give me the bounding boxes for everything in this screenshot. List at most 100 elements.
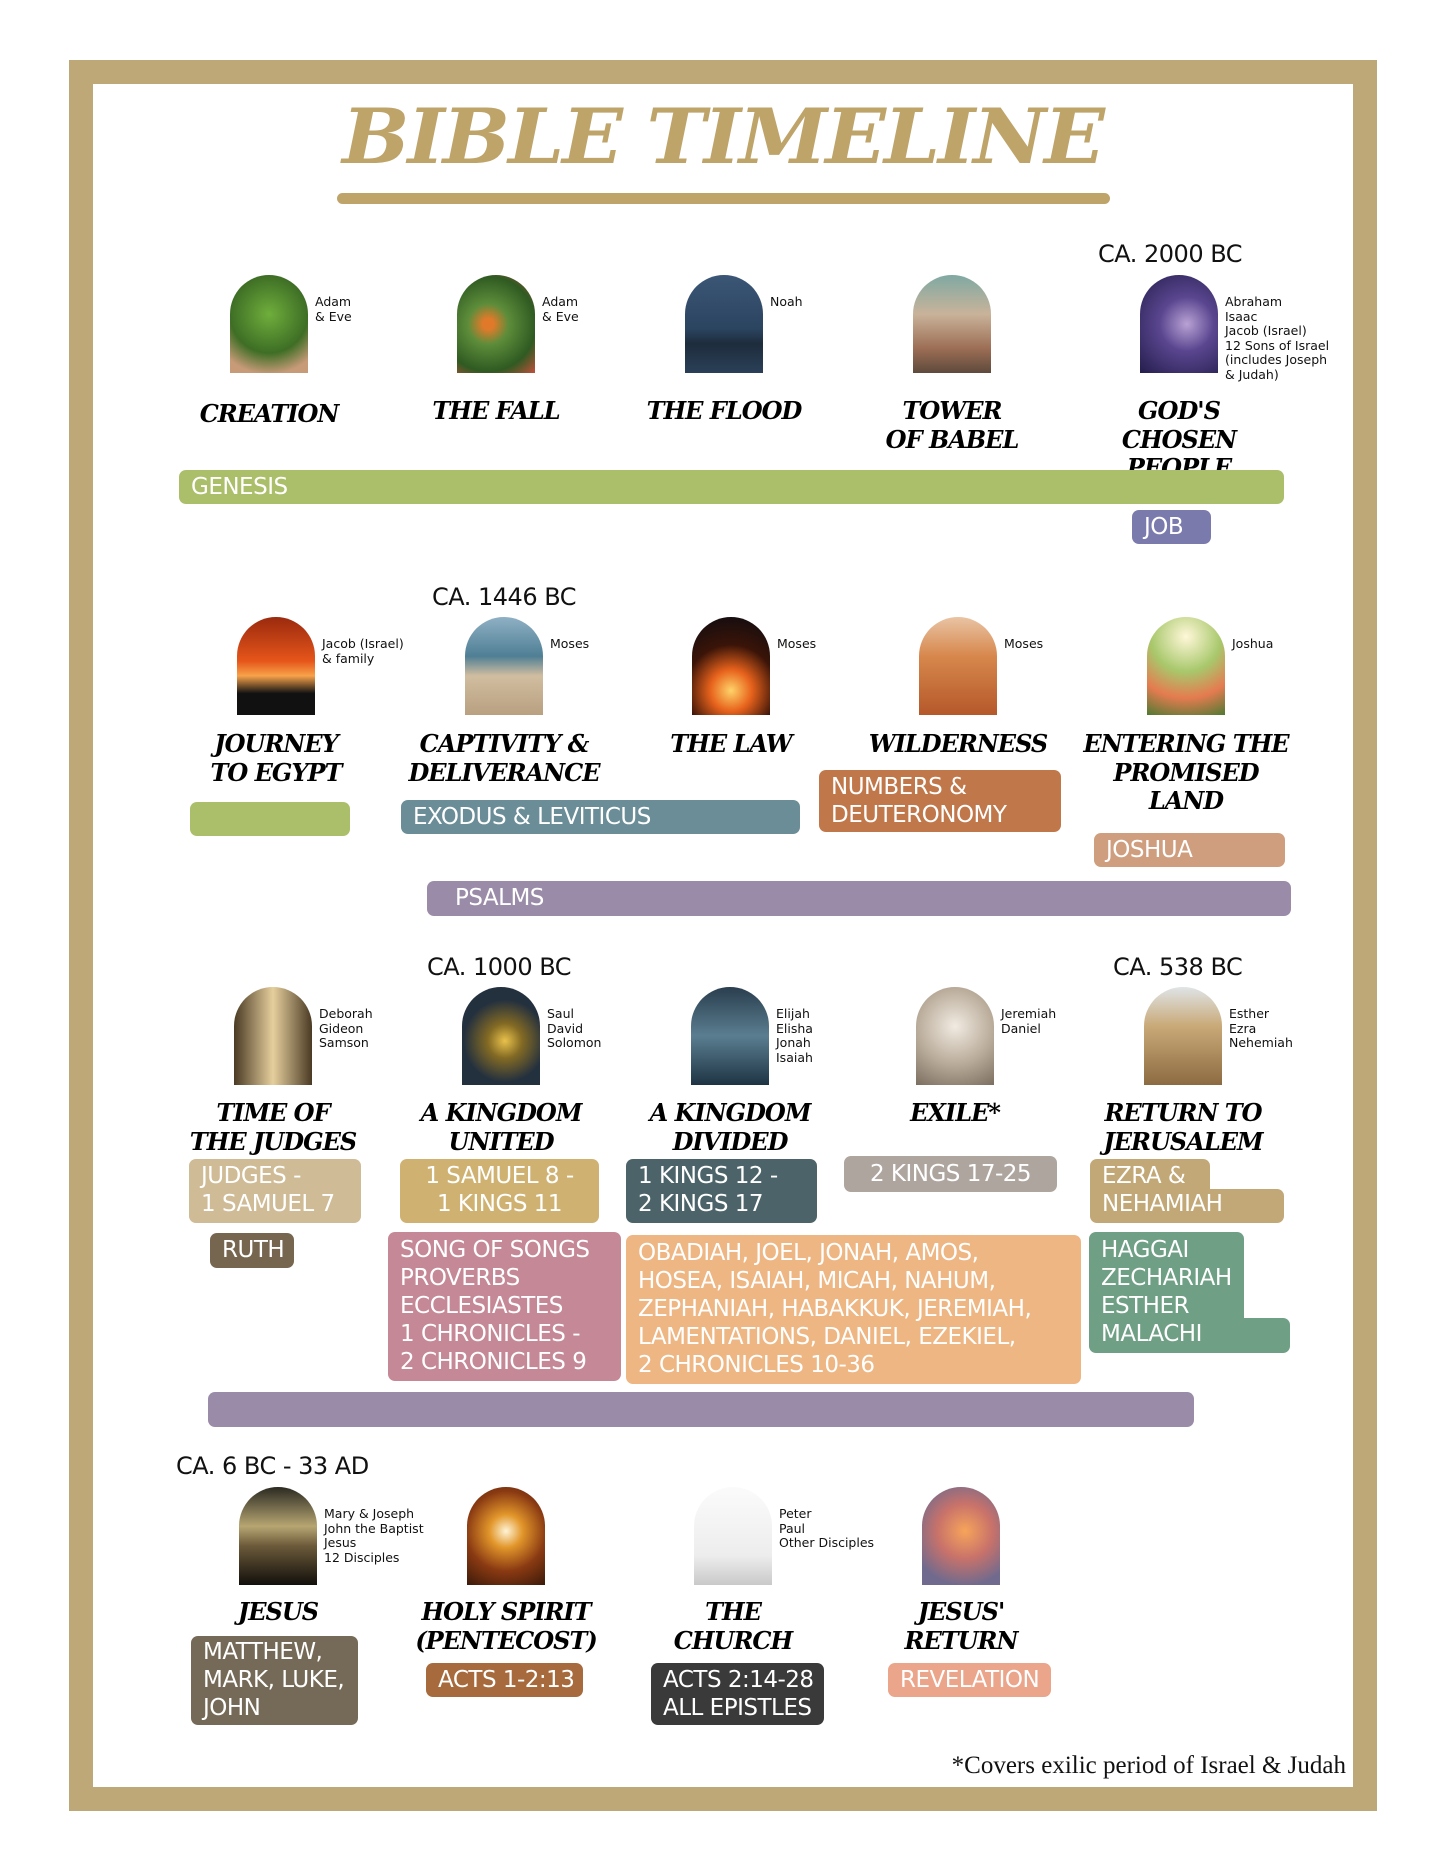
smoke-image — [916, 987, 994, 1085]
event-title: THE FALL — [432, 396, 560, 425]
event-title: A KINGDOM UNITED — [420, 1098, 583, 1156]
white-church-image — [694, 1487, 772, 1585]
event-title: EXILE* — [910, 1098, 1001, 1127]
book-acts1: ACTS 1-2:13 — [426, 1663, 583, 1697]
book-psalms: PSALMS — [427, 881, 1291, 916]
book-judges: JUDGES - 1 SAMUEL 7 — [189, 1159, 361, 1223]
book-job: JOB — [1132, 510, 1211, 544]
book-wisdom: SONG OF SONGS PROVERBS ECCLESIASTES 1 CH… — [388, 1232, 621, 1381]
book-ezra: EZRA & NEHAMIAH — [1090, 1159, 1223, 1223]
event-people: Joshua — [1232, 636, 1274, 651]
book-label: ACTS 1-2:13 — [438, 1667, 575, 1693]
cross-image — [239, 1487, 317, 1585]
book-label: SONG OF SONGS PROVERBS ECCLESIASTES 1 CH… — [400, 1237, 590, 1375]
book-label: 1 SAMUEL 8 - 1 KINGS 11 — [425, 1163, 574, 1217]
event-title: RETURN TO JERUSALEM — [1103, 1098, 1263, 1156]
ark-in-rain-image — [685, 275, 763, 373]
book-kings: 1 KINGS 12 - 2 KINGS 17 — [626, 1159, 817, 1223]
event-title: JESUS — [237, 1597, 319, 1626]
stormy-sea-image — [691, 987, 769, 1085]
book-psalms-continued — [208, 1392, 1194, 1427]
crown-image — [462, 987, 540, 1085]
event-people: Elijah Elisha Jonah Isaiah — [776, 1006, 813, 1065]
event-people: Noah — [770, 294, 803, 309]
book-label: JOB — [1144, 514, 1184, 540]
book-label: EXODUS & LEVITICUS — [413, 804, 651, 830]
book-label: RUTH — [222, 1237, 285, 1263]
era-label: CA. 1000 BC — [427, 953, 572, 981]
sunset-clouds-image — [922, 1487, 1000, 1585]
starry-sky-image — [1140, 275, 1218, 373]
event-people: Abraham Isaac Jacob (Israel) 12 Sons of … — [1225, 294, 1330, 382]
event-people: Moses — [1004, 636, 1044, 651]
book-label: MATTHEW, MARK, LUKE, JOHN — [203, 1639, 345, 1721]
book-kings2: 2 KINGS 17-25 — [844, 1156, 1057, 1192]
book-acts2: ACTS 2:14-28 ALL EPISTLES — [651, 1663, 824, 1725]
stained-glass-dove-image — [467, 1487, 545, 1585]
book-label: OBADIAH, JOEL, JONAH, AMOS, HOSEA, ISAIA… — [638, 1240, 1032, 1378]
stone-wall-image — [1144, 987, 1222, 1085]
event-people: Jacob (Israel) & family — [322, 636, 404, 666]
book-label: REVELATION — [900, 1667, 1040, 1693]
event-title: TIME OF THE JUDGES — [189, 1098, 357, 1156]
event-people: Saul David Solomon — [547, 1006, 602, 1050]
book-ruth: RUTH — [210, 1233, 294, 1268]
book-label: NUMBERS & DEUTERONOMY — [831, 774, 1007, 828]
book-label: ACTS 2:14-28 ALL EPISTLES — [663, 1667, 814, 1721]
event-title: CREATION — [199, 399, 340, 428]
title-underline — [337, 193, 1110, 204]
book-numbers: NUMBERS & DEUTERONOMY — [819, 770, 1061, 832]
event-title: CAPTIVITY & DELIVERANCE — [408, 729, 600, 787]
event-title: A KINGDOM DIVIDED — [649, 1098, 812, 1156]
event-people: Moses — [550, 636, 590, 651]
desert-image — [919, 617, 997, 715]
footnote: *Covers exilic period of Israel & Judah — [951, 1752, 1346, 1779]
book-label: PSALMS — [455, 885, 544, 911]
book-label: 2 KINGS 17-25 — [869, 1161, 1032, 1187]
book-genesis: GENESIS — [179, 470, 1284, 504]
fire-image — [692, 617, 770, 715]
event-title: WILDERNESS — [868, 729, 1048, 758]
event-title: JESUS' RETURN — [904, 1597, 1019, 1655]
event-people: Adam & Eve — [542, 294, 579, 324]
book-postexile: HAGGAI ZECHARIAH ESTHER MALACHI — [1089, 1232, 1244, 1353]
book-label: GENESIS — [191, 474, 288, 500]
book-label: JUDGES - 1 SAMUEL 7 — [201, 1163, 335, 1217]
peaches-image — [1147, 617, 1225, 715]
tower-image — [913, 275, 991, 373]
event-people: Peter Paul Other Disciples — [779, 1506, 875, 1550]
event-people: Adam & Eve — [315, 294, 352, 324]
book-joshua: JOSHUA — [1094, 833, 1285, 867]
parted-sea-image — [465, 617, 543, 715]
book-exodus: EXODUS & LEVITICUS — [401, 800, 800, 834]
event-title: HOLY SPIRIT (PENTECOST) — [415, 1597, 597, 1655]
era-label: CA. 538 BC — [1113, 953, 1243, 981]
oak-tree-image — [230, 275, 308, 373]
book-empty-green — [190, 802, 350, 836]
fruit-tree-image — [457, 275, 535, 373]
book-label: JOSHUA — [1106, 837, 1193, 863]
era-label: CA. 6 BC - 33 AD — [176, 1452, 369, 1480]
event-title: THE CHURCH — [673, 1597, 793, 1655]
event-people: Deborah Gideon Samson — [319, 1006, 373, 1050]
book-samuel: 1 SAMUEL 8 - 1 KINGS 11 — [400, 1159, 599, 1223]
event-people: Mary & Joseph John the Baptist Jesus 12 … — [324, 1506, 424, 1565]
event-title: THE FLOOD — [646, 396, 803, 425]
book-gospels: MATTHEW, MARK, LUKE, JOHN — [191, 1636, 358, 1725]
book-prophets: OBADIAH, JOEL, JONAH, AMOS, HOSEA, ISAIA… — [626, 1235, 1081, 1384]
book-label: 1 KINGS 12 - 2 KINGS 17 — [638, 1163, 778, 1217]
book-revelation: REVELATION — [888, 1663, 1051, 1697]
era-label: CA. 2000 BC — [1098, 240, 1243, 268]
event-people: Esther Ezra Nehemiah — [1229, 1006, 1293, 1050]
camels-sunset-image — [237, 617, 315, 715]
warrior-image — [234, 987, 312, 1085]
page-title: BIBLE TIMELINE — [342, 92, 1105, 181]
book-label: HAGGAI ZECHARIAH ESTHER MALACHI — [1101, 1237, 1232, 1347]
event-title: THE LAW — [670, 729, 792, 758]
era-label: CA. 1446 BC — [432, 583, 577, 611]
event-title: TOWER OF BABEL — [885, 396, 1020, 454]
event-people: Jeremiah Daniel — [1001, 1006, 1057, 1036]
event-title: ENTERING THE PROMISED LAND — [1083, 729, 1289, 815]
event-title: JOURNEY TO EGYPT — [210, 729, 343, 787]
event-people: Moses — [777, 636, 817, 651]
